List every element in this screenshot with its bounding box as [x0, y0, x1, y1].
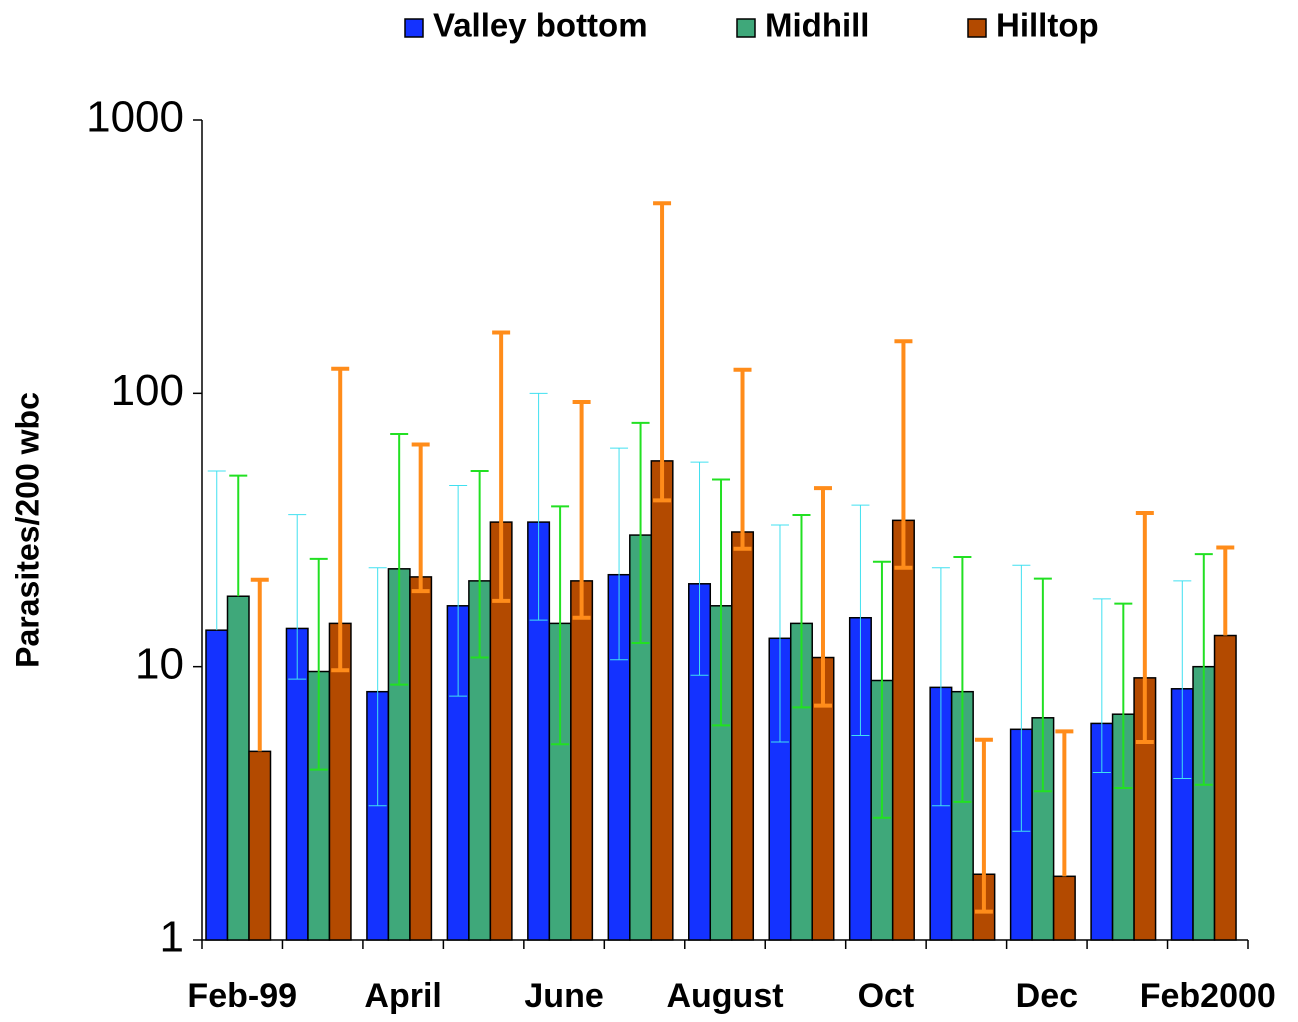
legend-swatch [967, 18, 987, 38]
bar [248, 750, 272, 941]
error-bar [894, 339, 913, 570]
x-tick-label: Oct [858, 977, 915, 1015]
error-bar [1033, 577, 1052, 793]
error-bar [690, 461, 709, 676]
error-bar [1092, 598, 1111, 774]
error-bar [1135, 510, 1154, 745]
bar [226, 595, 250, 941]
error-bar [653, 201, 672, 503]
error-bar [368, 567, 387, 807]
error-bar [1194, 553, 1213, 786]
legend-label: Valley bottom [433, 7, 648, 44]
bar [731, 531, 755, 941]
error-bar [250, 577, 269, 752]
error-bar [733, 367, 752, 551]
error-bar [1055, 729, 1074, 877]
error-bar [492, 330, 511, 603]
error-bar [931, 567, 950, 807]
x-tick-label: June [524, 977, 603, 1015]
error-bar [953, 555, 972, 803]
error-bar [572, 399, 591, 620]
y-tick-label: 1 [160, 913, 184, 962]
error-bar [529, 392, 548, 621]
y-tick-label: 1000 [86, 93, 184, 142]
bar [650, 460, 674, 941]
error-bar [207, 470, 226, 631]
legend-label: Midhill [765, 7, 869, 44]
error-bar [610, 447, 629, 661]
bar [205, 629, 229, 941]
error-bar [974, 737, 993, 914]
error-bar [1173, 580, 1192, 779]
error-bar [631, 421, 650, 645]
bar [570, 580, 594, 941]
error-bar [470, 469, 489, 659]
x-tick-label: August [666, 977, 783, 1015]
bar [409, 576, 433, 941]
y-axis-title: Parasites/200 wbc [9, 392, 45, 668]
error-bar [851, 504, 870, 736]
y-tick-label: 100 [111, 366, 184, 415]
x-tick-label: Feb-99 [187, 977, 297, 1015]
legend-swatch [736, 18, 756, 38]
error-bar [309, 557, 328, 771]
bar [1052, 875, 1076, 941]
error-bar [1114, 602, 1133, 789]
error-bar [712, 478, 731, 727]
error-bar [229, 474, 248, 597]
error-bar [792, 513, 811, 709]
error-bar [1216, 545, 1235, 636]
error-bar [390, 432, 409, 686]
x-tick-label: April [364, 977, 441, 1015]
error-bar [288, 514, 307, 680]
legend-label: Hilltop [996, 7, 1099, 44]
x-tick-label: Feb2000 [1140, 977, 1276, 1015]
bar [891, 519, 915, 941]
error-bar [813, 486, 832, 708]
error-bar [331, 366, 350, 673]
y-tick-label: 10 [135, 639, 184, 688]
error-bar [551, 505, 570, 746]
legend-swatch [404, 18, 424, 38]
x-tick-label: Dec [1016, 977, 1078, 1015]
bar [1213, 634, 1237, 941]
error-bar [770, 524, 789, 743]
error-bar [872, 560, 891, 819]
error-bar [449, 485, 468, 697]
error-bar [1012, 564, 1031, 832]
error-bar [411, 442, 430, 594]
